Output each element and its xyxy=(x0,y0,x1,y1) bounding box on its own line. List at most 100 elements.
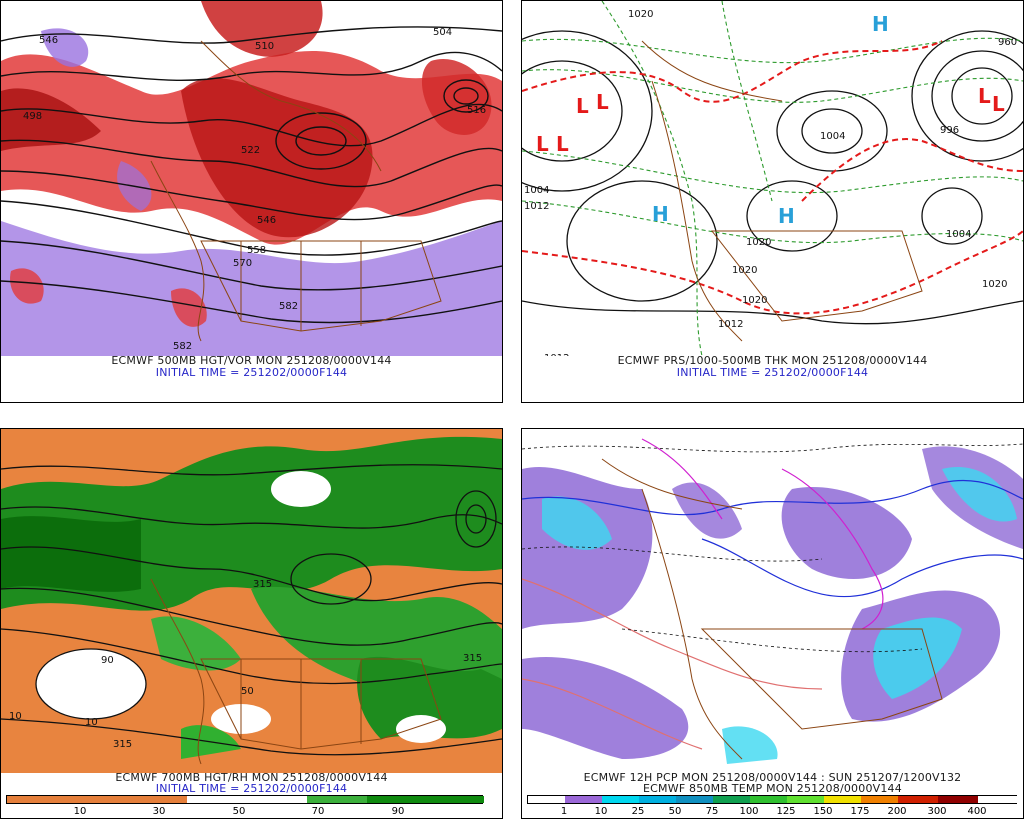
pcp-colorbar-label: 300 xyxy=(927,806,947,817)
isobar-label: 1012 xyxy=(524,201,549,212)
vort-max-east xyxy=(421,59,492,135)
relative-humidity-map: 315 315 10 50 10 90 50 315 xyxy=(1,429,502,773)
panel-subtitle: ECMWF 850MB TEMP MON 251208/0000V144 xyxy=(643,782,902,795)
pcp-swatch-9 xyxy=(861,796,898,803)
isobar-label: 996 xyxy=(940,125,959,136)
pcp-swatch-0 xyxy=(528,796,565,803)
initial-time: INITIAL TIME = 251202/0000F144 xyxy=(155,366,348,379)
rh-colorbar xyxy=(6,795,484,804)
isobar-label: 1020 xyxy=(732,265,757,276)
pcp-colorbar-label: 125 xyxy=(776,806,796,817)
pcp-colorbar-label: 10 xyxy=(594,806,608,817)
pcp-swatch-8 xyxy=(824,796,861,803)
panel-title: ECMWF 12H PCP MON 251208/0000V144 : SUN … xyxy=(583,771,962,784)
rh-colorbar-label: 90 xyxy=(391,806,405,817)
contour-label: 315 xyxy=(253,579,272,590)
rh-swatch-dry2 xyxy=(67,796,127,803)
vort-min-west xyxy=(41,28,89,67)
contour-label: 315 xyxy=(113,739,132,750)
panel-title: ECMWF 500MB HGT/VOR MON 251208/0000V144 xyxy=(111,354,392,367)
vort-max-north xyxy=(201,1,323,57)
isobar-label: 1012 xyxy=(544,353,569,356)
pcp-colorbar-label: 150 xyxy=(813,806,833,817)
pcp-colorbar-label: 200 xyxy=(887,806,907,817)
isobar-label: 1004 xyxy=(946,229,971,240)
contour-label: 504 xyxy=(433,27,452,38)
contour-label: 498 xyxy=(23,111,42,122)
low-symbol: L xyxy=(536,132,549,156)
pcp-swatch-5 xyxy=(713,796,750,803)
rh-label: 50 xyxy=(241,686,254,697)
pcp-swatch-1 xyxy=(565,796,602,803)
low-symbol: L xyxy=(556,132,569,156)
isobar-label: 1020 xyxy=(746,237,771,248)
rh-colorbar-label: 30 xyxy=(152,806,166,817)
pcp-colorbar-label: 50 xyxy=(668,806,682,817)
vorticity-map: 546 510 504 516 498 522 546 558 570 582 … xyxy=(1,1,502,356)
contour-label: 570 xyxy=(233,258,252,269)
contour-label: 546 xyxy=(257,215,276,226)
contour-label: 558 xyxy=(247,245,266,256)
vort-max-pacific xyxy=(1,88,101,151)
isobar-label: 1004 xyxy=(524,185,549,196)
panel-title: ECMWF 700MB HGT/RH MON 251208/0000V144 xyxy=(115,771,388,784)
rh-swatch-moist2 xyxy=(367,796,484,803)
precip-colorbar xyxy=(527,795,1018,804)
precip-temperature-map xyxy=(522,429,1023,773)
low-symbol: L xyxy=(576,94,589,118)
low-symbol: L xyxy=(978,84,991,108)
rh-label: 10 xyxy=(9,711,22,722)
pcp-colorbar-label: 100 xyxy=(739,806,759,817)
pcp-swatch-4 xyxy=(676,796,713,803)
low-symbol: L xyxy=(596,90,609,114)
pcp-swatch-3 xyxy=(639,796,676,803)
pcp-swatch-10 xyxy=(898,796,938,803)
rh-swatch-dry3 xyxy=(127,796,187,803)
pcp-colorbar-label: 175 xyxy=(850,806,870,817)
contour-label: 315 xyxy=(463,653,482,664)
isobar-label: 960 xyxy=(998,37,1017,48)
contour-label: 582 xyxy=(173,341,192,352)
pcp-colorbar-label: 1 xyxy=(560,806,568,817)
isobar-label: 1020 xyxy=(982,279,1007,290)
pressure-thickness-map: L L L L L H H H L 1020 960 1004 1012 100… xyxy=(522,1,1023,356)
pcp-colorbar-label: 400 xyxy=(967,806,987,817)
pcp-swatch-6 xyxy=(750,796,787,803)
rh-colorbar-label: 70 xyxy=(311,806,325,817)
rh-swatch-mid xyxy=(187,796,307,803)
high-symbol: H xyxy=(778,204,795,228)
contour-label: 522 xyxy=(241,145,260,156)
rh-swatch-dry1 xyxy=(7,796,67,803)
initial-time: INITIAL TIME = 251202/0000F144 xyxy=(155,782,348,795)
vort-max-center xyxy=(181,78,373,238)
high-symbol: H xyxy=(652,202,669,226)
panel-700mb-hgt-rh: 315 315 10 50 10 90 50 315 ECMWF 700MB H… xyxy=(0,428,503,819)
isobar-label: 1020 xyxy=(742,295,767,306)
contour-label: 582 xyxy=(279,301,298,312)
vort-min-south xyxy=(1,221,502,356)
contour-label: 546 xyxy=(39,35,58,46)
pcp-swatch-2 xyxy=(602,796,639,803)
pcp-swatch-7 xyxy=(787,796,824,803)
isobar-label: 1004 xyxy=(820,131,845,142)
contour-label: 516 xyxy=(467,105,486,116)
pcp-swatch-11 xyxy=(938,796,978,803)
pcp-colorbar-label: 25 xyxy=(631,806,645,817)
panel-title: ECMWF PRS/1000-500MB THK MON 251208/0000… xyxy=(617,354,928,367)
contour-label: 510 xyxy=(255,41,274,52)
panel-500mb-hgt-vor: 546 510 504 516 498 522 546 558 570 582 … xyxy=(0,0,503,403)
rh-label: 10 xyxy=(85,717,98,728)
rh-colorbar-label: 10 xyxy=(73,806,87,817)
panel-pressure-thickness: L L L L L H H H L 1020 960 1004 1012 100… xyxy=(521,0,1024,403)
panel-precip-850temp: ECMWF 12H PCP MON 251208/0000V144 : SUN … xyxy=(521,428,1024,819)
rh-colorbar-label: 50 xyxy=(232,806,246,817)
pcp-swatch-12 xyxy=(978,796,1018,803)
low-symbol: L xyxy=(992,92,1005,116)
high-symbol: H xyxy=(872,12,889,36)
isobar-label: 1012 xyxy=(718,319,743,330)
initial-time: INITIAL TIME = 251202/0000F144 xyxy=(676,366,869,379)
pcp-colorbar-label: 75 xyxy=(705,806,719,817)
rh-swatch-moist1 xyxy=(307,796,367,803)
isobar-label: 1020 xyxy=(628,9,653,20)
rh-label: 90 xyxy=(101,655,114,666)
